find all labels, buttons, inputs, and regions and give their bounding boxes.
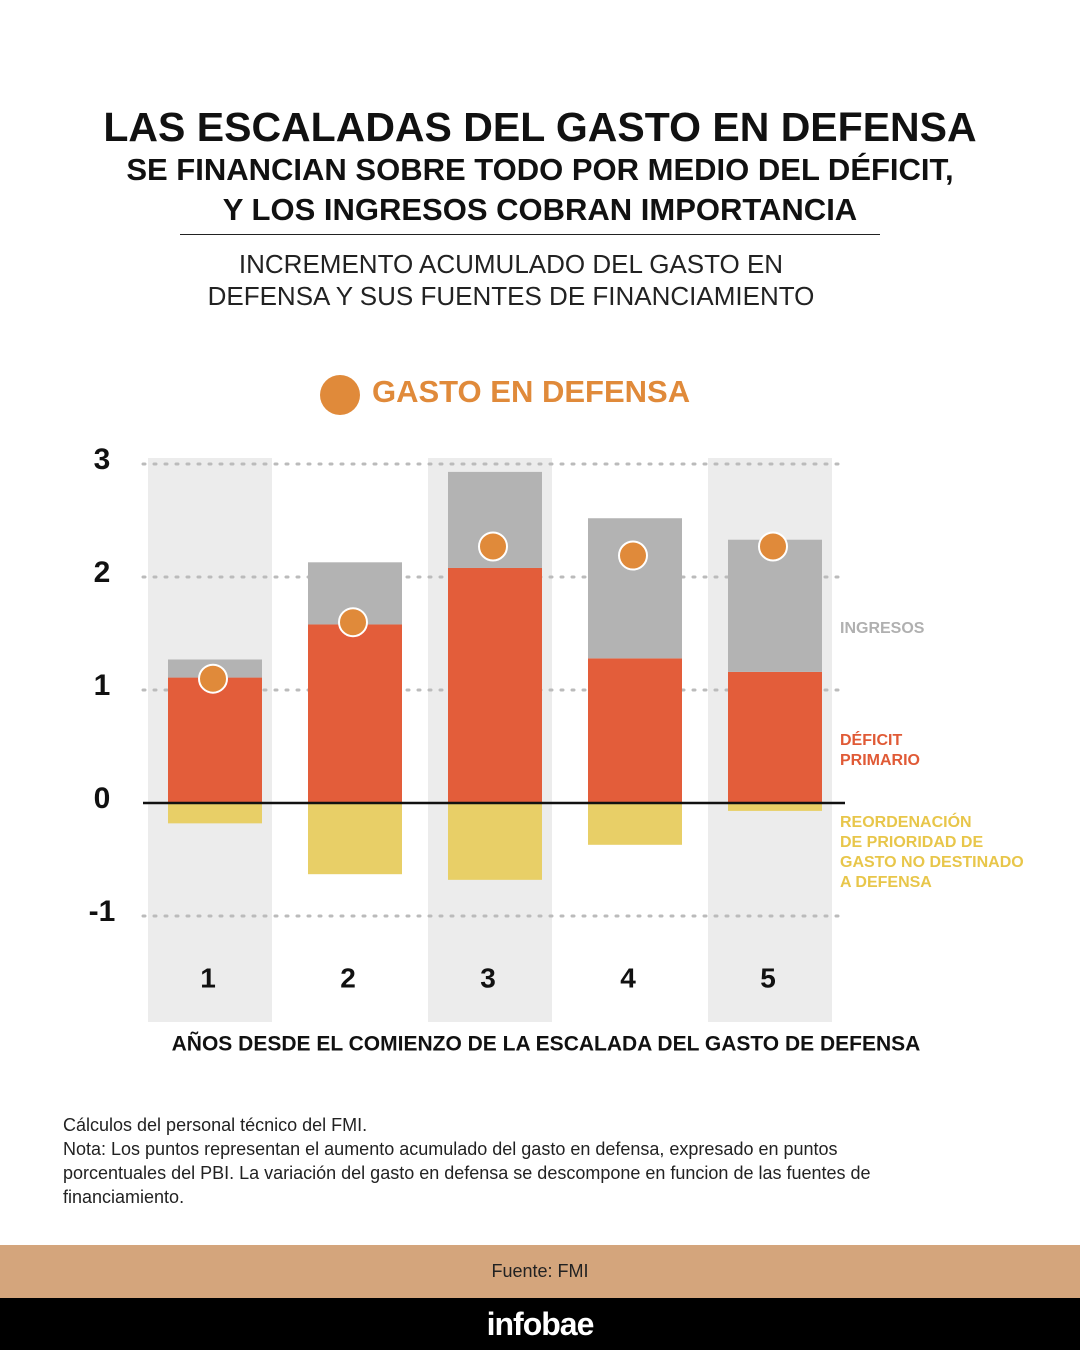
legend-dot xyxy=(320,375,360,415)
x-tick-label: 2 xyxy=(340,962,356,993)
legend-label: DÉFICIT PRIMARIO xyxy=(840,732,920,769)
dot xyxy=(338,607,368,638)
bar-segment xyxy=(448,803,542,880)
legend-label: GASTO EN DEFENSA xyxy=(372,374,690,409)
bar-segment xyxy=(168,803,262,824)
y-tick-label: -1 xyxy=(89,895,116,928)
y-tick-label: 2 xyxy=(94,556,111,589)
bar-segment xyxy=(588,518,682,659)
description: INCREMENTO ACUMULADO DEL GASTO EN DEFENS… xyxy=(207,249,815,311)
dot xyxy=(758,531,788,562)
source: Fuente: FMI xyxy=(491,1261,589,1281)
bar-segment xyxy=(448,567,542,803)
source-bar: Fuente: FMI xyxy=(0,1245,1080,1298)
bar-segment xyxy=(308,803,402,875)
bar-segment xyxy=(728,539,822,672)
subtitle: SE FINANCIAN SOBRE TODO POR MEDIO DEL DÉ… xyxy=(126,152,954,227)
brand: infobae xyxy=(486,1305,595,1342)
bar-segment xyxy=(728,671,822,803)
dot xyxy=(478,531,508,562)
x-axis-title: AÑOS DESDE EL COMIENZO DE LA ESCALADA DE… xyxy=(172,1033,921,1056)
legend-label: REORDENACIÓN DE PRIORIDAD DE GASTO NO DE… xyxy=(840,814,1024,891)
legend-label: INGRESOS xyxy=(840,620,925,637)
dot xyxy=(618,540,648,571)
divider xyxy=(180,234,880,235)
bar-segment xyxy=(168,677,262,803)
x-tick-label: 1 xyxy=(200,962,216,993)
bar-segment xyxy=(588,658,682,803)
y-tick-label: 1 xyxy=(94,669,111,702)
bar-segment xyxy=(588,803,682,845)
brand-bar: infobae xyxy=(0,1298,1080,1350)
x-tick-label: 3 xyxy=(480,962,496,993)
x-tick-label: 4 xyxy=(620,962,636,993)
note: Nota: Los puntos representan el aumento … xyxy=(63,1139,871,1207)
dot xyxy=(198,663,228,694)
y-tick-label: 3 xyxy=(94,443,111,476)
y-tick-label: 0 xyxy=(94,782,111,815)
note: Cálculos del personal técnico del FMI. xyxy=(63,1115,368,1135)
chart: GASTO EN DEFENSA AÑOS DESDE EL COMIENZO … xyxy=(89,374,921,1056)
notes: Cálculos del personal técnico del FMI. N… xyxy=(63,1113,943,1209)
bar-segment xyxy=(728,803,822,811)
bar-segment xyxy=(308,624,402,803)
x-tick-label: 5 xyxy=(760,962,776,993)
title: LAS ESCALADAS DEL GASTO EN DEFENSA xyxy=(103,104,977,150)
